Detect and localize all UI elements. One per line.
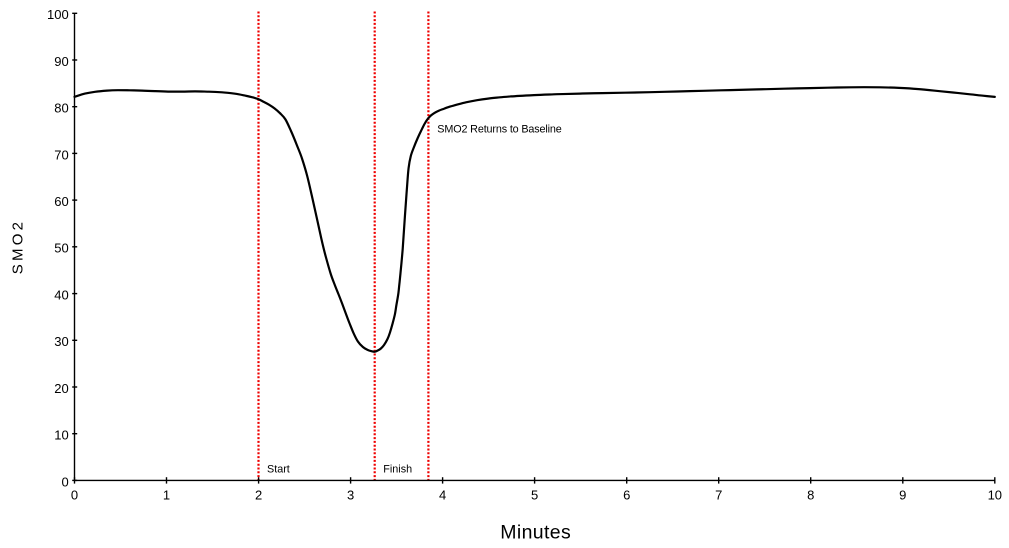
svg-text:Finish: Finish: [383, 464, 412, 476]
svg-text:50: 50: [54, 241, 68, 256]
svg-text:Minutes: Minutes: [500, 521, 571, 543]
svg-text:8: 8: [807, 487, 814, 502]
svg-text:0: 0: [71, 487, 78, 502]
svg-text:Start: Start: [267, 464, 290, 476]
svg-text:3: 3: [347, 487, 354, 502]
svg-text:100: 100: [47, 7, 69, 22]
svg-text:1: 1: [163, 487, 170, 502]
svg-text:SMO2 Returns to Baseline: SMO2 Returns to Baseline: [437, 124, 562, 136]
svg-text:2: 2: [255, 487, 262, 502]
svg-text:70: 70: [54, 147, 68, 162]
svg-text:10: 10: [988, 487, 1002, 502]
svg-text:60: 60: [54, 194, 68, 209]
svg-text:4: 4: [439, 487, 446, 502]
svg-text:9: 9: [899, 487, 906, 502]
svg-text:10: 10: [54, 428, 68, 443]
svg-text:90: 90: [54, 54, 68, 69]
svg-text:7: 7: [715, 487, 722, 502]
svg-text:80: 80: [54, 101, 68, 116]
svg-text:30: 30: [54, 334, 68, 349]
svg-text:6: 6: [623, 487, 630, 502]
svg-text:0: 0: [61, 474, 68, 489]
svg-text:40: 40: [54, 288, 68, 303]
svg-text:20: 20: [54, 381, 68, 396]
svg-text:5: 5: [531, 487, 538, 502]
